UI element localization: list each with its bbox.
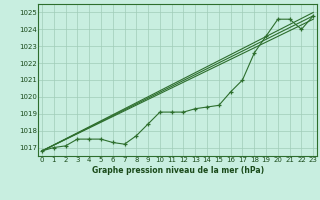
X-axis label: Graphe pression niveau de la mer (hPa): Graphe pression niveau de la mer (hPa) [92,166,264,175]
